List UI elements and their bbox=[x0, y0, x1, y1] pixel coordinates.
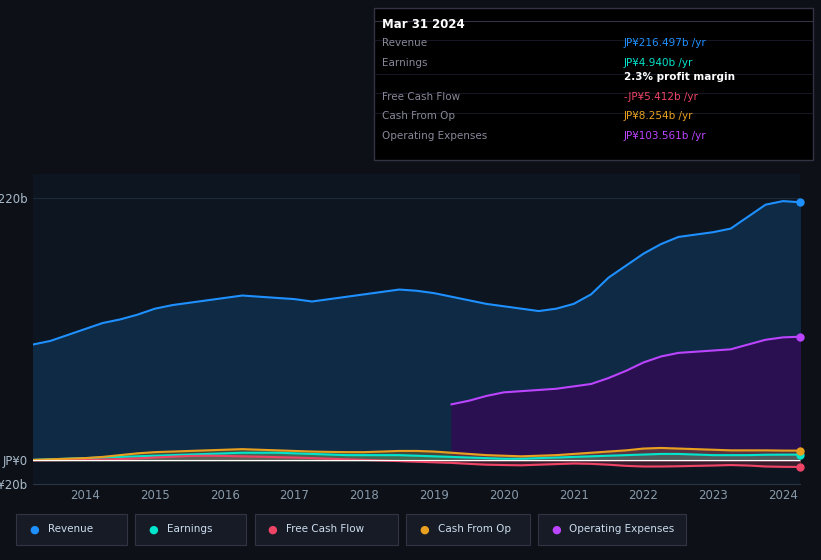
Text: JP¥4.940b /yr: JP¥4.940b /yr bbox=[624, 58, 694, 68]
Text: 2.3% profit margin: 2.3% profit margin bbox=[624, 72, 735, 82]
Text: ●: ● bbox=[268, 524, 277, 534]
Text: Operating Expenses: Operating Expenses bbox=[569, 524, 674, 534]
Text: ●: ● bbox=[30, 524, 39, 534]
Text: ●: ● bbox=[551, 524, 561, 534]
Text: JP¥216.497b /yr: JP¥216.497b /yr bbox=[624, 38, 707, 48]
Text: JP¥8.254b /yr: JP¥8.254b /yr bbox=[624, 111, 694, 122]
Text: Free Cash Flow: Free Cash Flow bbox=[286, 524, 364, 534]
Text: Operating Expenses: Operating Expenses bbox=[382, 131, 487, 141]
Text: Mar 31 2024: Mar 31 2024 bbox=[382, 18, 465, 31]
Text: -JP¥5.412b /yr: -JP¥5.412b /yr bbox=[624, 92, 698, 102]
Text: Free Cash Flow: Free Cash Flow bbox=[382, 92, 460, 102]
Text: Earnings: Earnings bbox=[382, 58, 427, 68]
Text: ●: ● bbox=[420, 524, 429, 534]
Text: Cash From Op: Cash From Op bbox=[438, 524, 511, 534]
Text: Earnings: Earnings bbox=[167, 524, 212, 534]
Text: JP¥103.561b /yr: JP¥103.561b /yr bbox=[624, 131, 707, 141]
Text: Revenue: Revenue bbox=[382, 38, 427, 48]
Text: Revenue: Revenue bbox=[48, 524, 93, 534]
Text: ●: ● bbox=[149, 524, 158, 534]
Text: Cash From Op: Cash From Op bbox=[382, 111, 455, 122]
